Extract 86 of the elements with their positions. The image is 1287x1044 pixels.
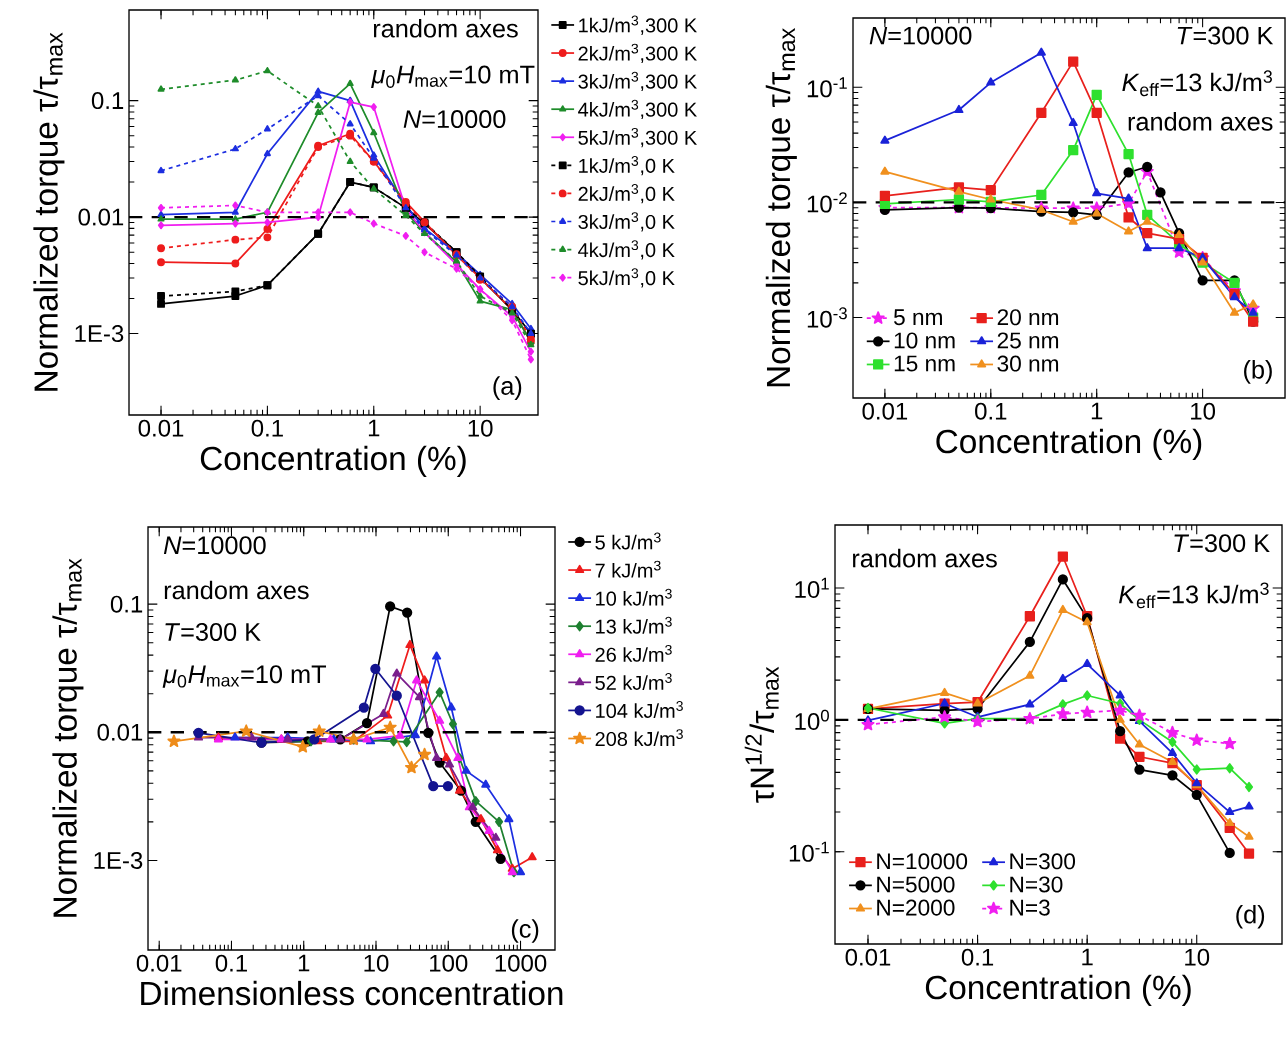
legend-label: 3kJ/m$^{3}$,0 K xyxy=(578,212,675,232)
y-tick-label: 1E-3 xyxy=(75,325,124,343)
legend-label: 20 nm xyxy=(997,309,1059,326)
annotation: N=10000 xyxy=(869,26,972,45)
y-axis-title: Normalized torque τ/τ$_{max}$ xyxy=(52,558,84,917)
legend-label: 7 kJ/m$^{3}$ xyxy=(595,560,661,578)
legend-label: 13 kJ/m$^{3}$ xyxy=(596,616,672,634)
annotation: T=300 K xyxy=(1177,26,1274,45)
x-tick-label: 0.01 xyxy=(845,948,891,966)
legend-label: 52 kJ/m$^{3}$ xyxy=(595,672,672,690)
legend-label: 1kJ/m$^{3}$,300 K xyxy=(579,15,697,35)
annotation: (a) xyxy=(493,376,522,400)
legend-label: 2kJ/m$^{3}$,300 K xyxy=(578,43,697,63)
y-tick-label: 1E-3 xyxy=(94,851,143,869)
legend-label: N=300 xyxy=(1010,853,1076,870)
x-tick-label: 10 xyxy=(468,419,493,437)
x-tick-label: 1 xyxy=(298,954,310,972)
legend-label: 26 kJ/m$^{3}$ xyxy=(595,644,672,662)
y-tick-label: 10$^{-1}$ xyxy=(807,77,847,98)
annotation: random axes xyxy=(853,548,997,568)
legend-label: 10 kJ/m$^{3}$ xyxy=(596,588,672,606)
legend-label: 25 nm xyxy=(997,332,1059,349)
legend-label: N=10000 xyxy=(877,853,968,870)
x-tick-label: 10 xyxy=(1191,402,1216,420)
legend-label: 208 kJ/m$^{3}$ xyxy=(595,729,683,747)
annotation: K$_{eff}$=13 kJ/m$^{3}$ xyxy=(1122,70,1272,97)
x-tick-label: 1 xyxy=(1082,948,1093,966)
x-tick-label: 1 xyxy=(1091,402,1103,420)
x-axis-title: Dimensionless concentration xyxy=(141,980,563,1006)
legend-label: 4kJ/m$^{3}$,0 K xyxy=(578,240,675,260)
legend-label: 4kJ/m$^{3}$,300 K xyxy=(578,99,697,120)
legend-label: 15 nm xyxy=(894,355,955,372)
annotation: (d) xyxy=(1236,904,1265,929)
y-tick-label: 10$^{-3}$ xyxy=(807,307,847,328)
legend-label: N=5000 xyxy=(877,876,955,893)
legend-label: N=30 xyxy=(1010,876,1063,893)
annotation: K$_{eff}$=13 kJ/m$^{3}$ xyxy=(1119,582,1269,609)
legend-label: 1kJ/m$^{3}$,0 K xyxy=(579,155,675,176)
annotation: random axes xyxy=(373,19,518,38)
y-tick-label: 0.01 xyxy=(97,723,143,741)
y-tick-label: 10$^{-1}$ xyxy=(789,841,829,862)
legend-label: 30 nm xyxy=(997,355,1059,372)
x-tick-label: 0.1 xyxy=(215,954,247,972)
y-axis-title: τN$^{1/2}$/τ$_{max}$ xyxy=(744,666,779,803)
y-tick-label: 10$^{1}$ xyxy=(795,577,829,598)
x-tick-label: 1000 xyxy=(495,954,547,972)
annotation: random axes xyxy=(1128,112,1273,131)
x-tick-label: 0.01 xyxy=(136,954,182,972)
x-tick-label: 0.1 xyxy=(975,402,1007,420)
annotation: (c) xyxy=(511,919,539,943)
y-axis-title: Normalized torque τ/τ$_{max}$ xyxy=(33,32,65,391)
x-tick-label: 0.01 xyxy=(862,402,908,420)
annotation: random axes xyxy=(164,580,309,600)
annotation: μ$_{0}$H$_{max}$=10 mT xyxy=(162,665,327,688)
legend-label: N=2000 xyxy=(877,899,955,916)
y-tick-label: 10$^{-2}$ xyxy=(807,192,847,213)
annotation: T=300 K xyxy=(165,622,261,641)
x-tick-label: 100 xyxy=(430,954,468,972)
legend-label: 5kJ/m$^{3}$,300 K xyxy=(578,127,697,148)
annotation: N=10000 xyxy=(163,536,266,555)
legend-label: 5 nm xyxy=(893,309,942,326)
legend-label: N=3 xyxy=(1010,899,1050,916)
annotation: T=300 K xyxy=(1174,534,1270,553)
y-tick-label: 0.01 xyxy=(78,208,124,226)
x-tick-label: 0.1 xyxy=(961,948,994,966)
y-tick-label: 10$^{0}$ xyxy=(795,709,829,731)
y-tick-label: 0.1 xyxy=(110,595,143,613)
legend-label: 104 kJ/m$^{3}$ xyxy=(596,701,683,718)
y-tick-label: 0.1 xyxy=(91,92,124,110)
x-axis-title: Concentration (%) xyxy=(925,974,1191,1006)
annotation: μ$_{0}$H$_{max}$=10 mT xyxy=(371,65,535,89)
legend-label: 10 nm xyxy=(894,332,955,349)
x-axis-title: Concentration (%) xyxy=(200,445,466,477)
x-tick-label: 0.01 xyxy=(138,419,184,437)
legend-label: 5 kJ/m$^{3}$ xyxy=(595,532,661,550)
x-tick-label: 10 xyxy=(1185,948,1210,966)
x-axis-title: Concentration (%) xyxy=(936,428,1202,460)
legend-label: 5kJ/m$^{3}$,0 K xyxy=(578,268,675,288)
annotation: N=10000 xyxy=(403,110,506,129)
x-tick-label: 1 xyxy=(368,419,380,437)
legend-label: 3kJ/m$^{3}$,300 K xyxy=(578,71,697,92)
y-axis-title: Normalized torque τ/τ$_{max}$ xyxy=(765,27,797,387)
x-tick-label: 0.1 xyxy=(251,419,283,437)
legend-label: 2kJ/m$^{3}$,0 K xyxy=(578,184,675,204)
x-tick-label: 10 xyxy=(364,954,389,972)
annotation: (b) xyxy=(1244,360,1272,384)
